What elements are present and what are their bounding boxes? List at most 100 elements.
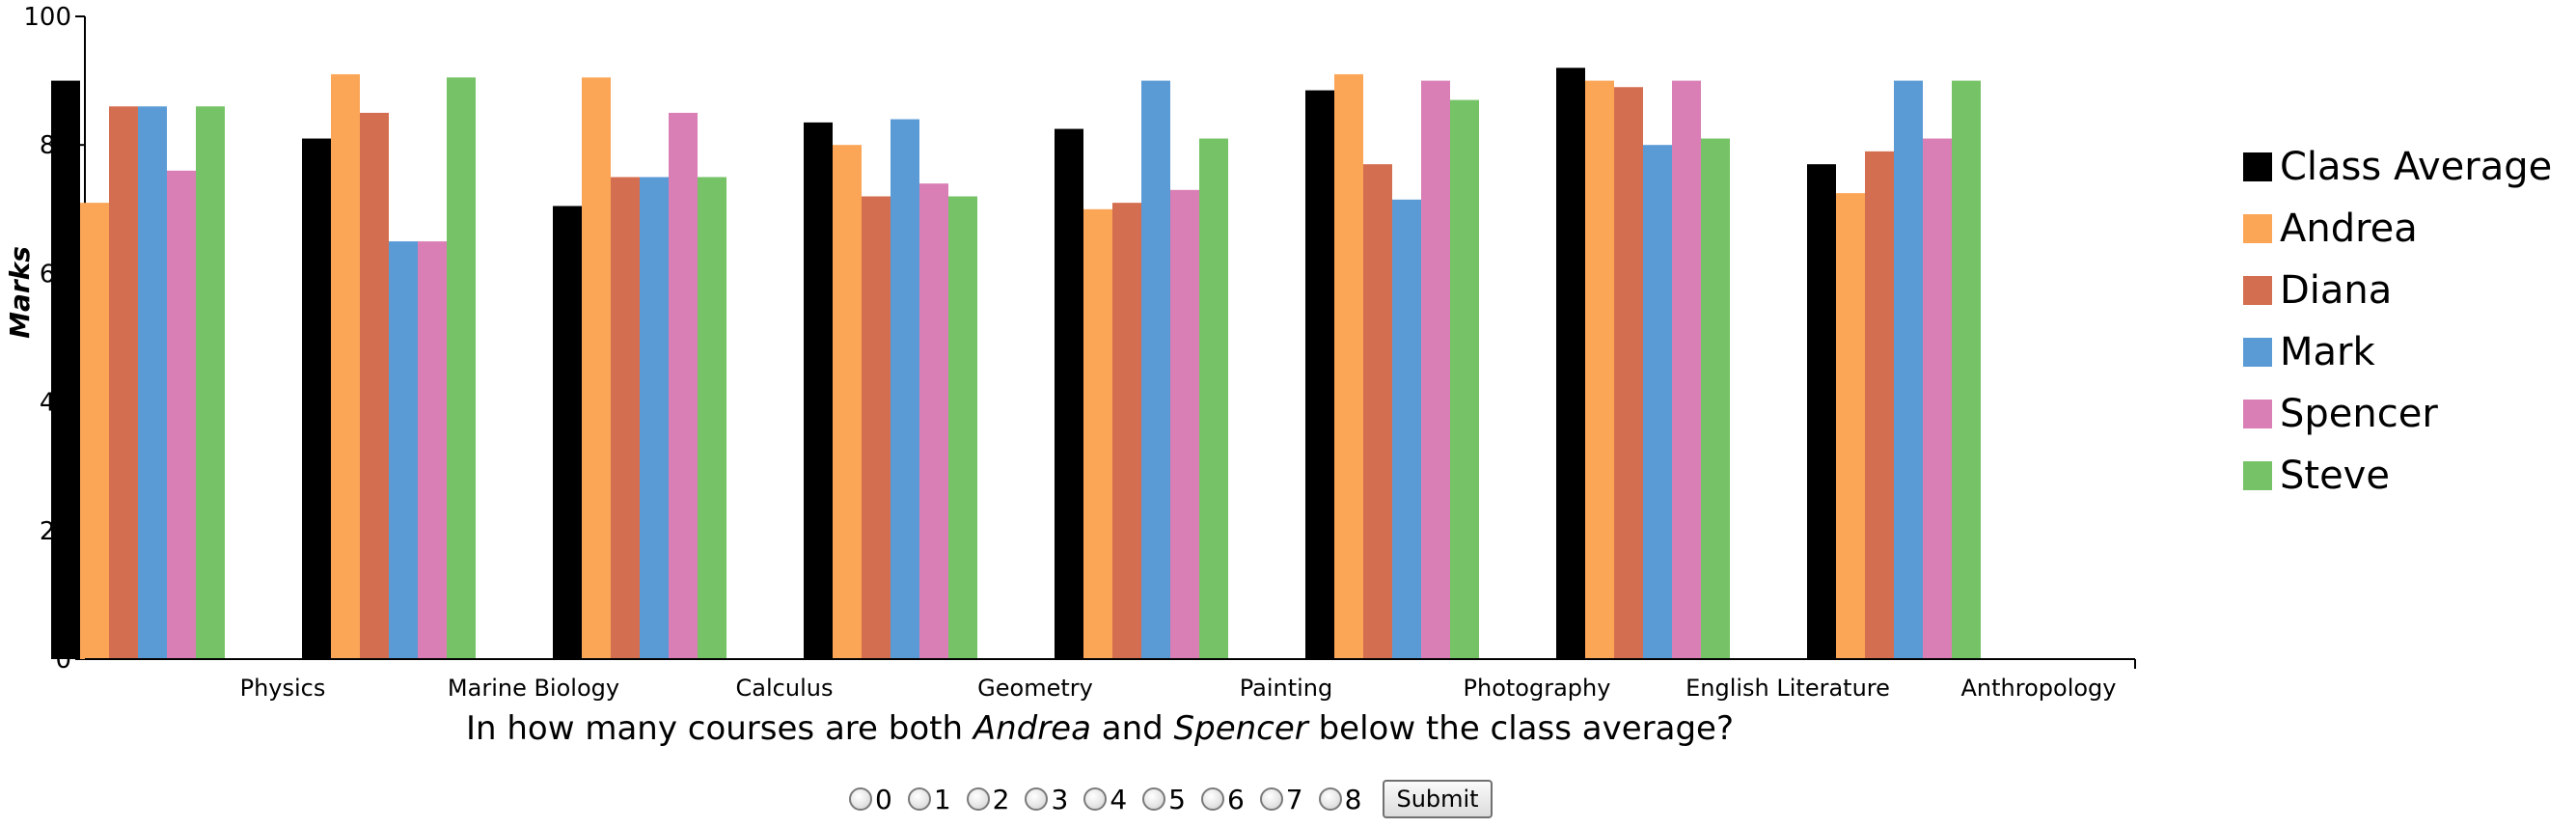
answer-label-0: 0 — [875, 783, 892, 815]
legend-label: Class Average — [2280, 145, 2552, 189]
bar — [196, 106, 225, 660]
answer-option-0[interactable]: 0 — [849, 784, 892, 815]
radio-6[interactable] — [1200, 787, 1224, 811]
answer-label-6: 6 — [1226, 783, 1245, 815]
bar — [167, 170, 196, 659]
bar — [138, 106, 167, 660]
bar — [1585, 80, 1614, 660]
bar — [80, 203, 109, 659]
radio-4[interactable] — [1083, 787, 1108, 811]
x-tick-label: Geometry — [977, 675, 1093, 702]
bar — [1170, 189, 1199, 659]
legend-label: Mark — [2280, 330, 2375, 374]
legend-swatch — [2243, 338, 2272, 367]
x-tick-label: Physics — [240, 675, 326, 702]
answer-option-3[interactable]: 3 — [1025, 784, 1068, 815]
question-part-1: In how many courses are both — [465, 709, 973, 748]
bar — [862, 196, 891, 660]
x-tick-label: Calculus — [736, 675, 834, 702]
bar — [1894, 80, 1923, 660]
radio-7[interactable] — [1259, 787, 1283, 811]
bar — [891, 119, 919, 659]
answer-options: 0 1 2 3 4 5 6 7 8 Submit — [849, 778, 1493, 820]
radio-2[interactable] — [966, 787, 990, 811]
bar — [109, 106, 138, 660]
answer-option-8[interactable]: 8 — [1318, 783, 1362, 815]
question-text: In how many courses are both Andrea and … — [0, 709, 2200, 748]
answer-option-1[interactable]: 1 — [907, 783, 951, 815]
bar — [804, 122, 833, 659]
bar — [1363, 164, 1392, 659]
bar — [611, 177, 640, 659]
legend-swatch — [2243, 461, 2272, 490]
bar — [389, 241, 418, 659]
bar — [1836, 193, 1865, 659]
bar — [1141, 80, 1170, 660]
bar — [1701, 138, 1730, 660]
answer-option-5[interactable]: 5 — [1142, 784, 1186, 815]
bar — [447, 77, 476, 659]
bar — [1614, 87, 1643, 659]
radio-1[interactable] — [907, 787, 931, 811]
legend-swatch — [2243, 400, 2272, 428]
radio-3[interactable] — [1025, 787, 1049, 811]
answer-option-2[interactable]: 2 — [966, 783, 1010, 815]
legend-label: Steve — [2280, 454, 2390, 498]
bar — [302, 138, 331, 660]
bar — [669, 112, 698, 659]
answer-label-8: 8 — [1344, 783, 1362, 815]
bar — [1865, 151, 1894, 660]
bar — [360, 112, 389, 659]
bar — [1923, 138, 1952, 660]
x-tick-label: Painting — [1240, 675, 1333, 702]
legend-swatch — [2243, 152, 2272, 181]
legend: Class Average Andrea Diana Mark Spencer Steve — [2243, 145, 2552, 498]
answer-label-7: 7 — [1285, 783, 1303, 815]
bar — [919, 183, 948, 659]
legend-label: Andrea — [2280, 207, 2418, 251]
y-axis-label: Marks — [4, 246, 36, 339]
answer-option-7[interactable]: 7 — [1259, 783, 1303, 815]
x-tick-label: Marine Biology — [448, 675, 619, 702]
answer-option-6[interactable]: 6 — [1200, 783, 1245, 815]
bar — [1392, 199, 1421, 659]
bar — [1952, 80, 1981, 660]
answer-label-2: 2 — [992, 783, 1010, 815]
legend-swatch — [2243, 214, 2272, 243]
bar — [833, 145, 862, 659]
answer-label-1: 1 — [933, 783, 951, 815]
radio-0[interactable] — [849, 787, 872, 811]
question-name-spencer: Spencer — [1173, 709, 1308, 748]
submit-button[interactable]: Submit — [1383, 780, 1493, 818]
bar — [1643, 145, 1672, 659]
bar — [1305, 90, 1334, 660]
bar — [1672, 80, 1701, 660]
radio-8[interactable] — [1318, 787, 1342, 811]
bar — [553, 206, 582, 659]
y-tick-label: 100 — [23, 3, 71, 32]
question-part-3: below the class average? — [1307, 709, 1734, 748]
bar — [1083, 208, 1112, 660]
bar — [1421, 80, 1450, 660]
x-tick-label: Anthropology — [1961, 675, 2117, 702]
bar — [1055, 128, 1083, 660]
bar — [948, 196, 977, 660]
bar — [51, 80, 80, 660]
bar — [1556, 68, 1585, 659]
bar — [1450, 99, 1479, 659]
x-axis: Physics Marine Biology Calculus Geometry Pai… — [85, 658, 2136, 702]
question-name-andrea: Andrea — [973, 709, 1091, 748]
answer-label-4: 4 — [1110, 783, 1128, 815]
answer-option-4[interactable]: 4 — [1083, 784, 1127, 815]
legend-swatch — [2243, 276, 2272, 305]
question-part-2: and — [1090, 709, 1174, 748]
x-tick-label: Photography — [1464, 675, 1611, 702]
bar — [331, 73, 360, 659]
bar — [1199, 138, 1228, 660]
bar — [1112, 203, 1141, 659]
bar — [582, 77, 611, 659]
bar — [1807, 164, 1836, 659]
bar — [640, 177, 669, 659]
radio-5[interactable] — [1142, 787, 1166, 811]
